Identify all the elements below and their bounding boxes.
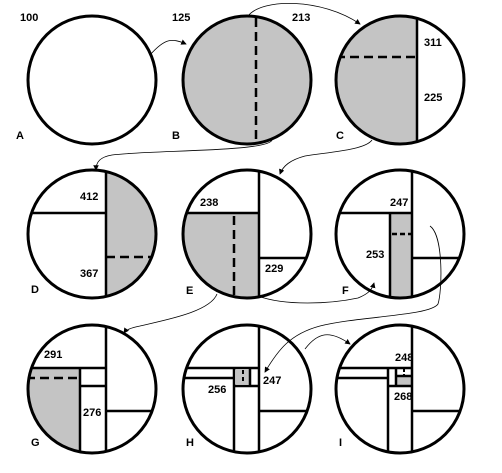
panel-a: 100 A: [16, 12, 158, 146]
arrow-a-to-b: [149, 39, 187, 56]
panel-d-circle: [26, 168, 158, 300]
panel-f-circle: [334, 168, 466, 300]
panel-i-label: I: [339, 437, 342, 449]
panel-b-number-1: 125: [172, 12, 190, 24]
panel-f-shaded-region: [390, 213, 412, 298]
arrow-e-to-f: [257, 282, 376, 304]
arrow-e-to-g: [123, 293, 218, 334]
panel-e-circle: [181, 168, 313, 300]
arrow-b-to-c: [247, 3, 361, 25]
panel-h-number-2: 247: [263, 375, 281, 387]
panel-c-number-2: 225: [424, 92, 442, 104]
flow-arrows: [93, 3, 442, 373]
panel-h-number-1: 256: [208, 384, 226, 396]
panel-i-number-2: 268: [394, 391, 412, 403]
panel-d-number-1: 412: [80, 191, 98, 203]
arrow-c-to-e: [279, 139, 373, 175]
panel-i-circle: [334, 323, 466, 455]
panel-i: 248 268 I: [334, 323, 466, 455]
panel-b-label: B: [172, 130, 180, 142]
panel-g-circle: [26, 323, 158, 455]
panel-e-shaded-region: [183, 213, 259, 298]
panel-d: 412 367 D: [26, 168, 158, 300]
panel-h: 256 247 H: [181, 323, 313, 455]
panel-e-number-1: 238: [200, 197, 218, 209]
panel-a-circle: [26, 14, 158, 146]
panel-b-number-2: 213: [292, 12, 310, 24]
panel-f-number-2: 253: [366, 249, 384, 261]
panel-c-circle: [334, 14, 466, 146]
panel-e-number-2: 229: [265, 263, 283, 275]
panel-b: 125 213 B: [172, 12, 313, 146]
panel-i-shaded-region: [397, 377, 412, 386]
panel-a-label: A: [16, 130, 24, 142]
panel-h-circle: [181, 323, 313, 455]
arrow-b-to-d: [93, 139, 273, 171]
arrow-h-to-i: [304, 334, 351, 350]
panel-c-label: C: [336, 130, 344, 142]
panel-b-circle: [181, 14, 313, 146]
panel-e: 238 229 E: [181, 168, 313, 300]
panel-c: 311 225 C: [334, 14, 466, 146]
panel-e-label: E: [186, 285, 193, 297]
panel-g-number-1: 291: [44, 349, 62, 361]
panel-c-shaded-region: [336, 16, 417, 144]
panel-i-number-1: 248: [395, 352, 413, 364]
panel-h-label: H: [186, 437, 194, 449]
panel-g-label: G: [31, 437, 40, 449]
panel-g-number-2: 276: [83, 407, 101, 419]
panel-d-shaded-region: [106, 170, 156, 298]
panel-c-number-1: 311: [424, 37, 442, 49]
panel-d-label: D: [31, 284, 39, 296]
panel-a-number-1: 100: [20, 12, 38, 24]
panel-g: 291 276 G: [26, 323, 158, 455]
panel-f-label: F: [342, 285, 349, 297]
panel-d-number-2: 367: [80, 268, 98, 280]
panel-f-number-1: 247: [390, 197, 408, 209]
panel-f: 247 253 F: [334, 168, 466, 300]
